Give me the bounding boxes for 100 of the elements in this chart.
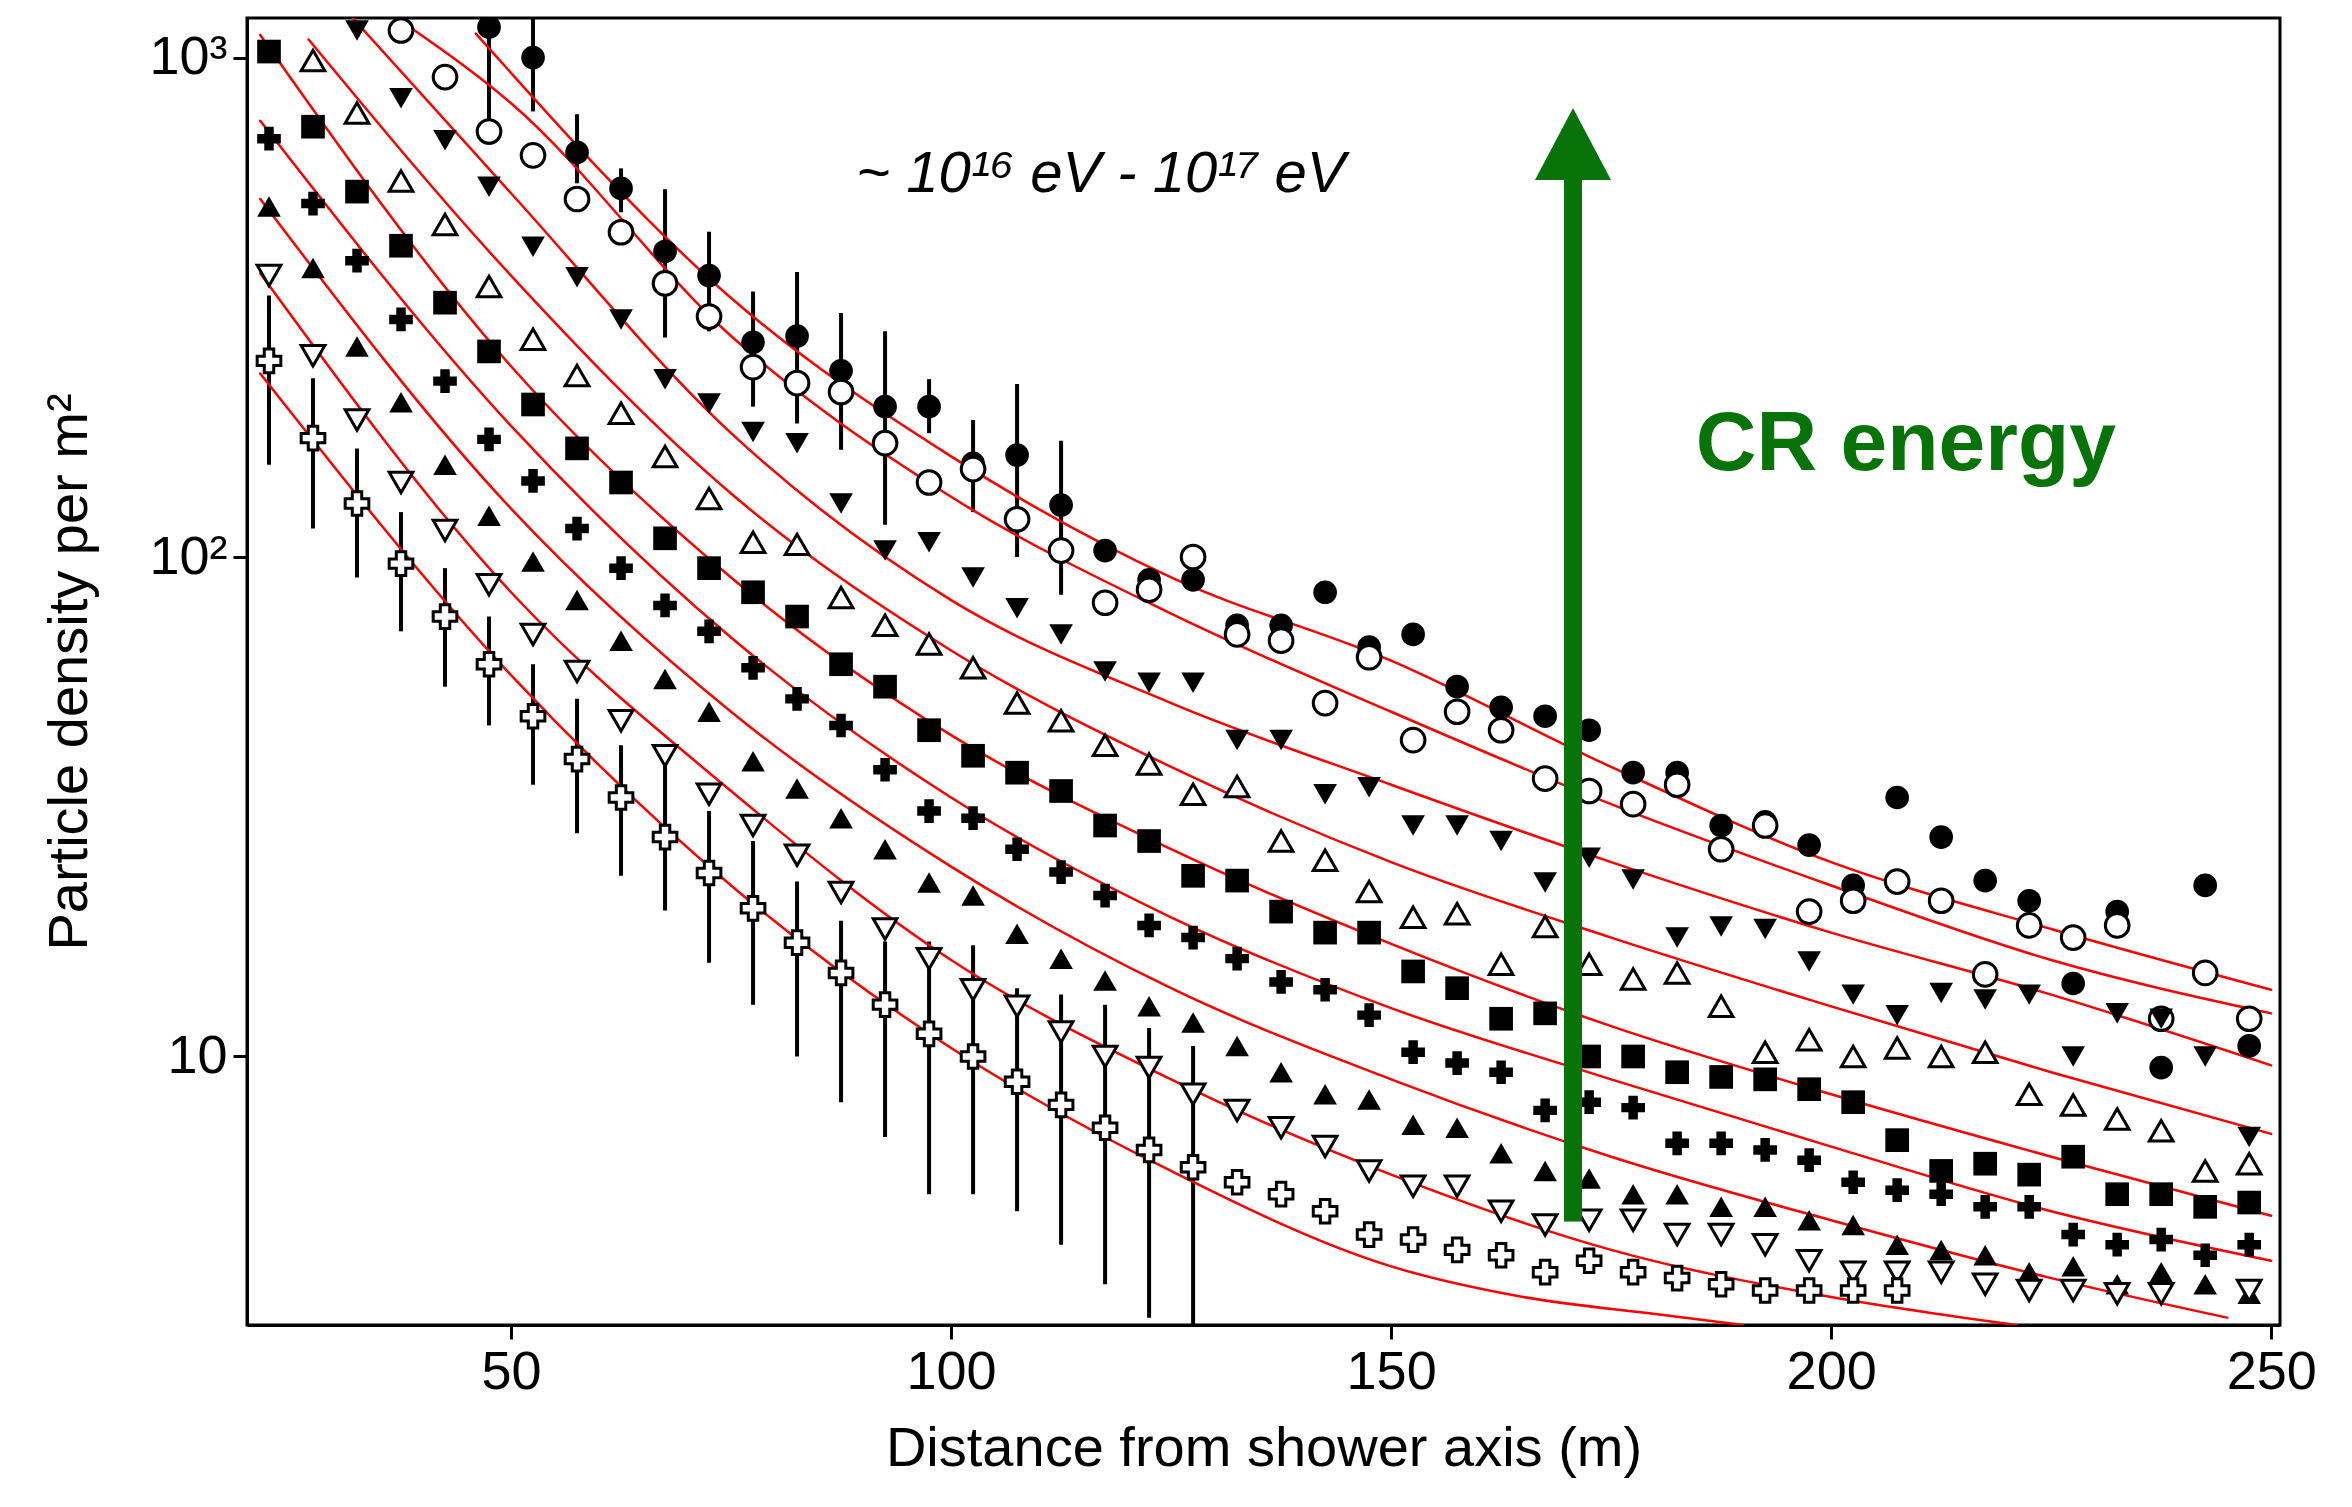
point (1401, 1040, 1425, 1065)
point (1091, 1044, 1119, 1069)
point (299, 424, 327, 452)
point (2061, 1046, 2086, 1067)
point (1181, 672, 1205, 694)
point (1841, 1090, 1865, 1115)
point (1313, 920, 1337, 945)
point (1443, 1174, 1471, 1198)
point (1665, 927, 1689, 948)
point (1927, 887, 1955, 915)
point (477, 18, 501, 40)
point (1531, 765, 1559, 792)
point (1751, 1277, 1779, 1304)
point (783, 929, 811, 956)
point (1709, 1065, 1733, 1089)
point (607, 709, 635, 733)
point (1049, 493, 1073, 517)
point (1137, 829, 1161, 853)
point (697, 263, 721, 288)
point (1181, 925, 1205, 950)
point (1223, 621, 1251, 648)
point (1929, 1159, 1953, 1183)
point (1445, 674, 1469, 699)
point (785, 324, 809, 348)
y-axis-title: Particle density per m² (36, 393, 100, 951)
point (1225, 946, 1249, 971)
point (1399, 1174, 1427, 1198)
point (607, 401, 635, 426)
point (1313, 1084, 1337, 1105)
point (1709, 916, 1733, 937)
point (1137, 672, 1161, 694)
point (651, 823, 679, 851)
point (1753, 1138, 1777, 1162)
point (785, 687, 809, 711)
point (1091, 589, 1119, 617)
point (2147, 1119, 2175, 1143)
point (917, 872, 941, 893)
point (389, 392, 413, 413)
point (1665, 1060, 1689, 1085)
point (521, 392, 545, 417)
point (609, 470, 633, 495)
point (873, 757, 897, 782)
point (1003, 691, 1031, 715)
point (431, 63, 459, 91)
point (1311, 1197, 1339, 1225)
point (1621, 1183, 1645, 1205)
point (653, 526, 677, 551)
point (2059, 1093, 2087, 1117)
point (1621, 1044, 1645, 1069)
point (741, 751, 765, 772)
y-tick-label: 10 (167, 1023, 228, 1084)
point (1885, 785, 1909, 810)
point (1707, 994, 1735, 1019)
point (1357, 920, 1381, 945)
x-tick-label: 200 (1786, 1339, 1877, 1400)
point (915, 1020, 943, 1048)
point (1267, 829, 1295, 853)
point (1047, 709, 1075, 733)
point (1533, 1160, 1557, 1182)
point (915, 946, 943, 971)
point (873, 540, 897, 561)
point (1313, 580, 1337, 605)
point (1179, 1082, 1207, 1107)
point (695, 303, 723, 330)
point (257, 196, 281, 217)
point (1093, 883, 1117, 908)
point (1135, 1055, 1163, 1080)
point (1797, 951, 1821, 972)
point (1091, 1114, 1119, 1142)
point (873, 394, 897, 419)
point (1443, 902, 1471, 926)
x-tick-label: 100 (906, 1339, 997, 1400)
point (519, 702, 547, 730)
point (1533, 1098, 1557, 1123)
point (915, 632, 943, 656)
point (2061, 971, 2086, 996)
point (565, 267, 589, 288)
point (1005, 837, 1029, 862)
point (827, 959, 855, 987)
point (343, 101, 371, 125)
point (521, 236, 545, 258)
point (1973, 1245, 1997, 1266)
point (2059, 924, 2087, 951)
point (1401, 959, 1425, 984)
point (653, 368, 677, 390)
point (829, 358, 853, 383)
point (1753, 1067, 1777, 1092)
point (387, 169, 415, 193)
point (827, 585, 855, 610)
point (653, 239, 677, 264)
point (565, 589, 589, 611)
point (697, 619, 721, 644)
point (433, 454, 457, 476)
point (1179, 782, 1207, 806)
point (1355, 1159, 1383, 1183)
point (695, 859, 723, 887)
point (345, 20, 369, 41)
point (1399, 726, 1427, 754)
point (1005, 760, 1029, 785)
point (2237, 1190, 2262, 1215)
